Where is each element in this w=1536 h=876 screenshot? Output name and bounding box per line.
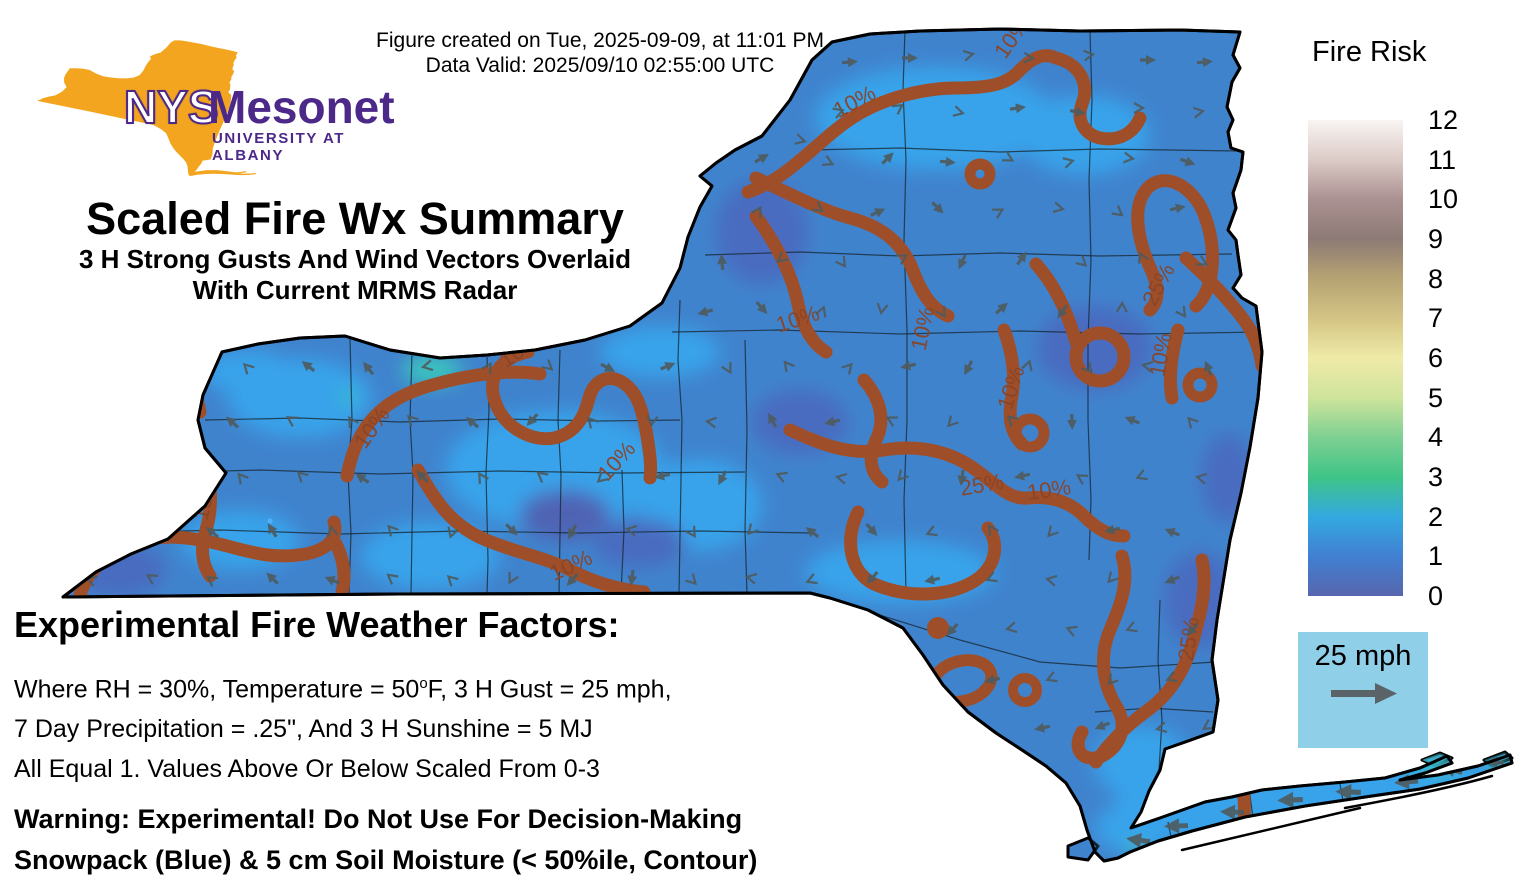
logo-mesonet-text: Mesonet (208, 80, 395, 134)
colorbar-title: Fire Risk (1312, 36, 1426, 69)
colorbar-tick: 4 (1428, 422, 1443, 453)
mrms-radar-specks (268, 519, 273, 524)
colorbar-tick: 3 (1428, 462, 1443, 493)
figure-created-line: Figure created on Tue, 2025-09-09, at 11… (340, 28, 860, 53)
colorbar-tick: 5 (1428, 383, 1443, 414)
colorbar-tick: 8 (1428, 264, 1443, 295)
warning-line2: Snowpack (Blue) & 5 cm Soil Moisture (< … (14, 840, 914, 876)
colorbar-tick: 10 (1428, 184, 1458, 215)
colorbar-tick: 7 (1428, 303, 1443, 334)
page-title: Scaled Fire Wx Summary (35, 194, 675, 244)
colorbar-tick: 11 (1428, 145, 1456, 176)
colorbar-tick: 1 (1428, 541, 1443, 572)
factors-line3: All Equal 1. Values Above Or Below Scale… (14, 749, 914, 789)
colorbar-tick: 6 (1428, 343, 1443, 374)
subtitle-line1: 3 H Strong Gusts And Wind Vectors Overla… (35, 244, 675, 275)
factors-heading: Experimental Fire Weather Factors: (14, 604, 914, 646)
factors-line1: Where RH = 30%, Temperature = 50oF, 3 H … (14, 664, 914, 709)
data-valid-line: Data Valid: 2025/09/10 02:55:00 UTC (340, 53, 860, 78)
factors-block: Experimental Fire Weather Factors: Where… (14, 604, 914, 876)
wind-legend-label: 25 mph (1298, 640, 1428, 673)
wind-speed-legend: 25 mph (1298, 632, 1428, 748)
logo-tagline-text: UNIVERSITY AT ALBANY (212, 130, 398, 164)
degree-symbol: o (419, 675, 427, 692)
fire-risk-colorbar (1308, 120, 1403, 596)
colorbar-tick: 0 (1428, 581, 1443, 612)
factors-line2: 7 Day Precipitation = .25", And 3 H Suns… (14, 709, 914, 749)
colorbar-tick: 9 (1428, 224, 1443, 255)
warning-line1: Warning: Experimental! Do Not Use For De… (14, 799, 914, 840)
title-block: Scaled Fire Wx Summary 3 H Strong Gusts … (35, 194, 675, 306)
colorbar-tick: 2 (1428, 502, 1443, 533)
wind-legend-arrow-icon (1313, 673, 1413, 713)
subtitle-line2: With Current MRMS Radar (35, 275, 675, 306)
fire-weather-figure: 10%10%10%10%10%10%10%10%10%10%10%10%25%2… (0, 0, 1536, 876)
figure-timestamps: Figure created on Tue, 2025-09-09, at 11… (340, 28, 860, 78)
logo-nys-text: NYS (124, 80, 219, 134)
colorbar-tick: 12 (1428, 105, 1458, 136)
